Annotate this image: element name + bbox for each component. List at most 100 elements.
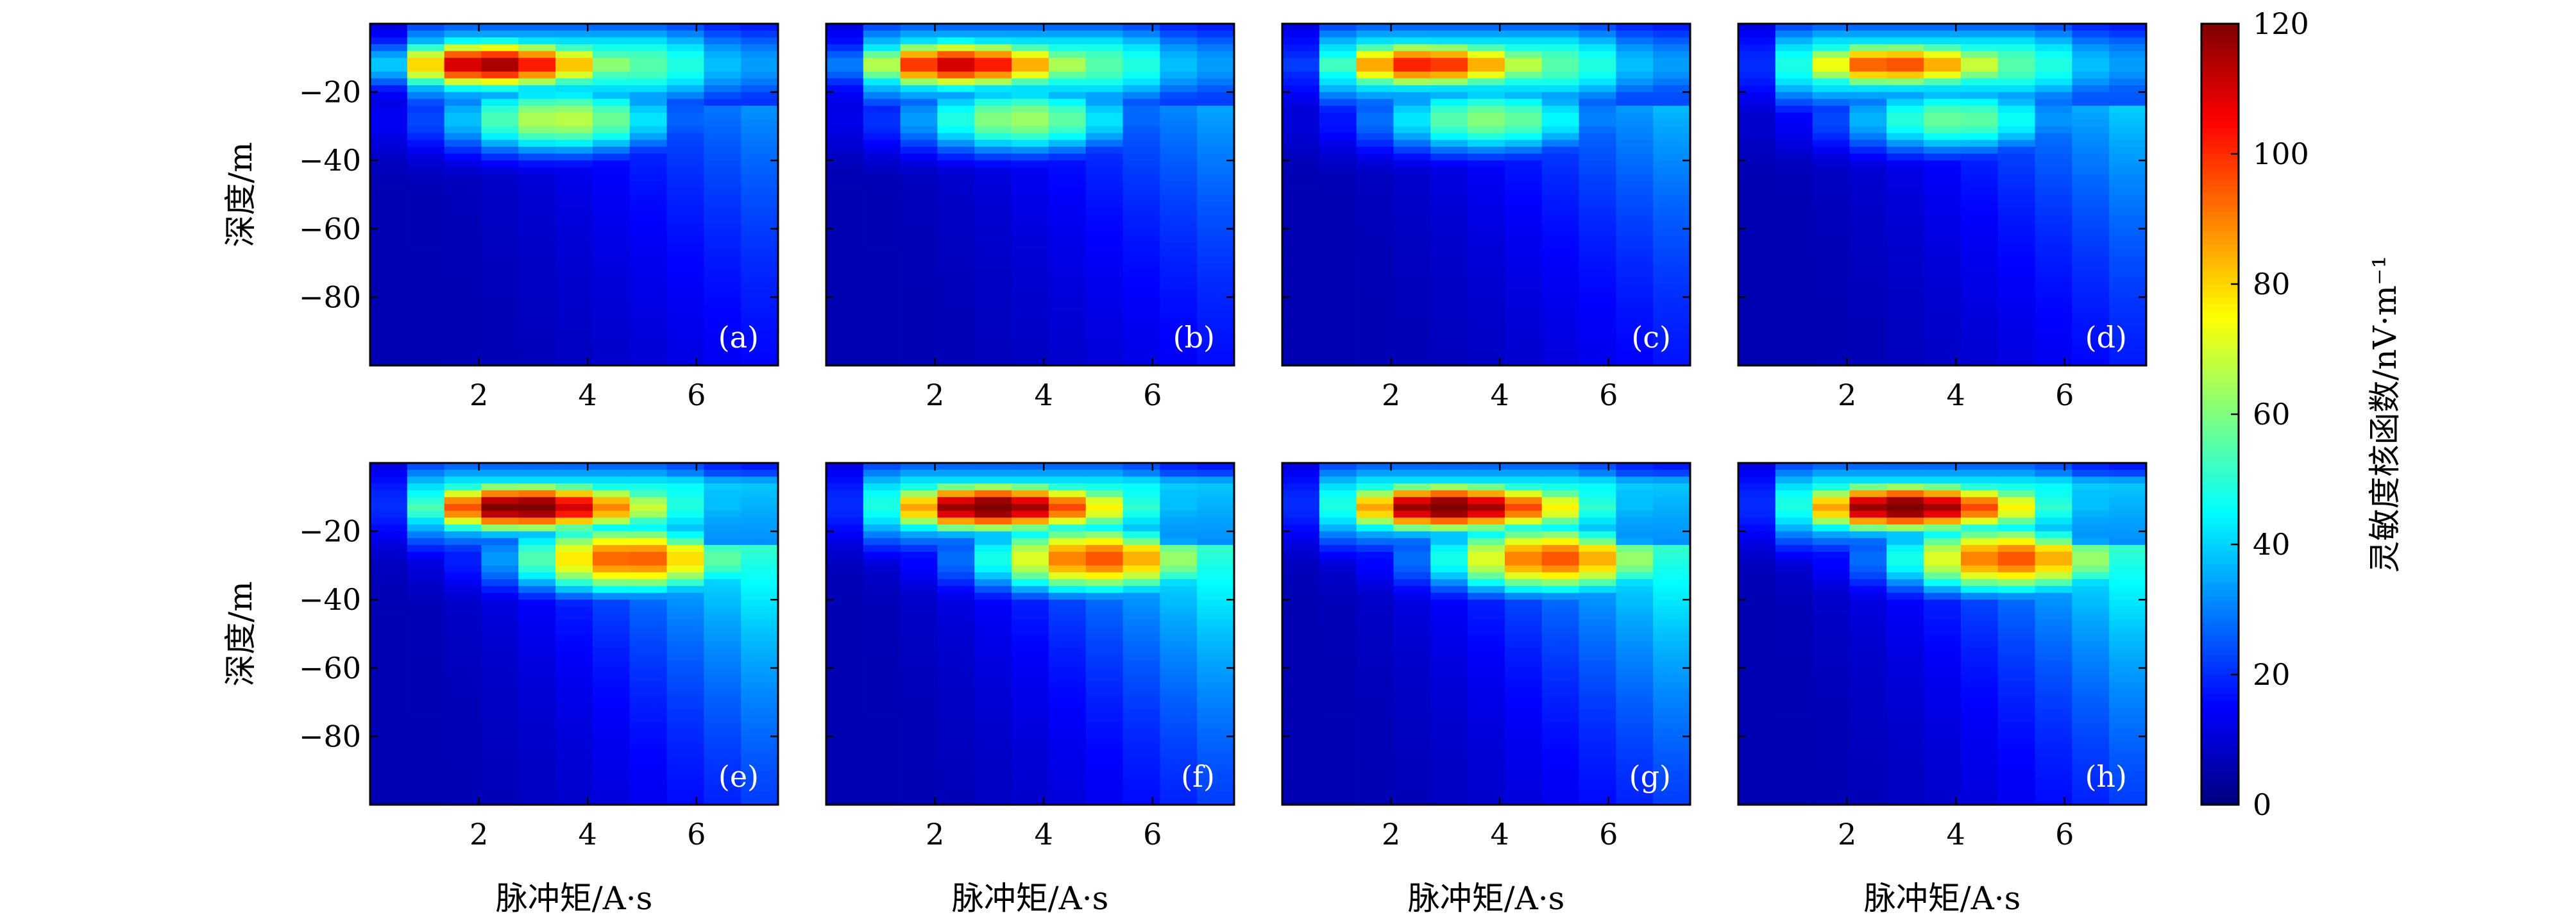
heatmap-cell (1775, 105, 1813, 113)
heatmap-cell (1960, 538, 1999, 546)
heatmap-cell (481, 626, 519, 635)
heatmap-cell (826, 297, 864, 305)
heatmap-cell (1997, 167, 2036, 175)
heatmap-cell (1468, 187, 1505, 196)
heatmap-cell (481, 497, 519, 505)
heatmap-cell (704, 276, 741, 284)
heatmap-cell (2109, 709, 2147, 717)
heatmap-cell (863, 126, 901, 134)
heatmap-cell (1997, 215, 2036, 223)
heatmap-cell (1886, 723, 1924, 730)
heatmap-cell (863, 606, 901, 614)
heatmap-cell (629, 798, 668, 805)
colorbar-step (2201, 394, 2239, 402)
heatmap-cell (826, 256, 864, 264)
heatmap-cell (1012, 613, 1049, 621)
heatmap-cell (1579, 791, 1616, 798)
heatmap-cell (1849, 585, 1887, 594)
heatmap-cell (1282, 641, 1320, 648)
heatmap-cell (518, 565, 556, 573)
heatmap-cell (1738, 126, 1776, 134)
colorbar-step (2201, 544, 2239, 551)
heatmap-cell (1653, 729, 1691, 737)
heatmap-cell (1356, 579, 1394, 587)
heatmap-cell (2072, 709, 2110, 717)
heatmap-cell (826, 167, 864, 175)
heatmap-cell (1468, 215, 1505, 223)
heatmap-cell (1812, 167, 1851, 175)
heatmap-cell (1123, 503, 1160, 512)
heatmap-cell (1960, 215, 1999, 223)
heatmap-cell (518, 757, 556, 764)
heatmap-cell (666, 497, 704, 505)
heatmap-cell (1197, 716, 1235, 723)
heatmap-cell (2109, 544, 2147, 553)
heatmap-cell (974, 64, 1012, 72)
heatmap-cell (1924, 476, 1962, 484)
heatmap-cell (555, 181, 593, 189)
heatmap-cell (1468, 78, 1505, 86)
heatmap-cell (666, 626, 704, 635)
heatmap-cell (704, 784, 741, 792)
heatmap-cell (1997, 276, 2036, 284)
colorbar-tick-label: 60 (2253, 397, 2291, 432)
heatmap-cell (900, 654, 938, 662)
heatmap-cell (1579, 58, 1616, 65)
heatmap-cell (1393, 517, 1431, 525)
heatmap-cell (1541, 620, 1580, 628)
colorbar-step (2201, 330, 2239, 337)
heatmap-cell (1048, 551, 1087, 559)
heatmap-cell (826, 585, 864, 594)
heatmap-cell (704, 675, 741, 682)
heatmap-cell (1960, 249, 1999, 257)
heatmap-cell (1085, 750, 1124, 757)
heatmap-cell (1393, 723, 1431, 730)
heatmap-cell (1356, 92, 1394, 99)
heatmap-cell (2072, 585, 2110, 594)
heatmap-cell (592, 283, 631, 291)
heatmap-cell (1886, 641, 1924, 648)
heatmap-cell (1356, 208, 1394, 216)
heatmap-cell (1085, 297, 1124, 305)
heatmap-cell (1738, 112, 1776, 120)
heatmap-cell (1282, 290, 1320, 298)
heatmap-cell (1160, 668, 1198, 676)
heatmap-cell (407, 757, 445, 764)
heatmap-cell (1356, 194, 1394, 202)
heatmap-cell (592, 531, 631, 539)
heatmap-cell (666, 276, 704, 284)
colorbar-step (2201, 147, 2239, 155)
heatmap-cell (370, 187, 408, 196)
heatmap-cell (1997, 269, 2036, 278)
heatmap-cell (704, 592, 741, 600)
heatmap-cell (1160, 181, 1198, 189)
heatmap-cell (555, 338, 593, 346)
heatmap-cell (1541, 112, 1580, 120)
heatmap-cell (704, 201, 741, 209)
heatmap-cell (666, 757, 704, 764)
heatmap-cell (1653, 235, 1691, 243)
heatmap-cell (592, 30, 631, 38)
heatmap-cell (1738, 777, 1776, 785)
heatmap-cell (2109, 249, 2147, 257)
heatmap-cell (481, 538, 519, 546)
heatmap-cell (666, 331, 704, 339)
heatmap-cell (629, 153, 668, 161)
heatmap-cell (555, 112, 593, 120)
heatmap-cell (2109, 85, 2147, 93)
heatmap-cell (1653, 153, 1691, 161)
heatmap-cell (555, 654, 593, 662)
heatmap-cell (1775, 64, 1813, 72)
heatmap-cell (370, 620, 408, 628)
heatmap-cell (1504, 476, 1543, 484)
colorbar-step (2201, 537, 2239, 545)
heatmap-cell (1468, 654, 1505, 662)
heatmap-cell (2072, 784, 2110, 792)
heatmap-cell (1960, 613, 1999, 621)
heatmap-cell (592, 592, 631, 600)
heatmap-cell (741, 37, 779, 45)
heatmap-cell (2035, 174, 2072, 181)
heatmap-cell (555, 30, 593, 38)
x-tick-label: 4 (1947, 817, 1965, 852)
heatmap-cell (1430, 37, 1468, 45)
